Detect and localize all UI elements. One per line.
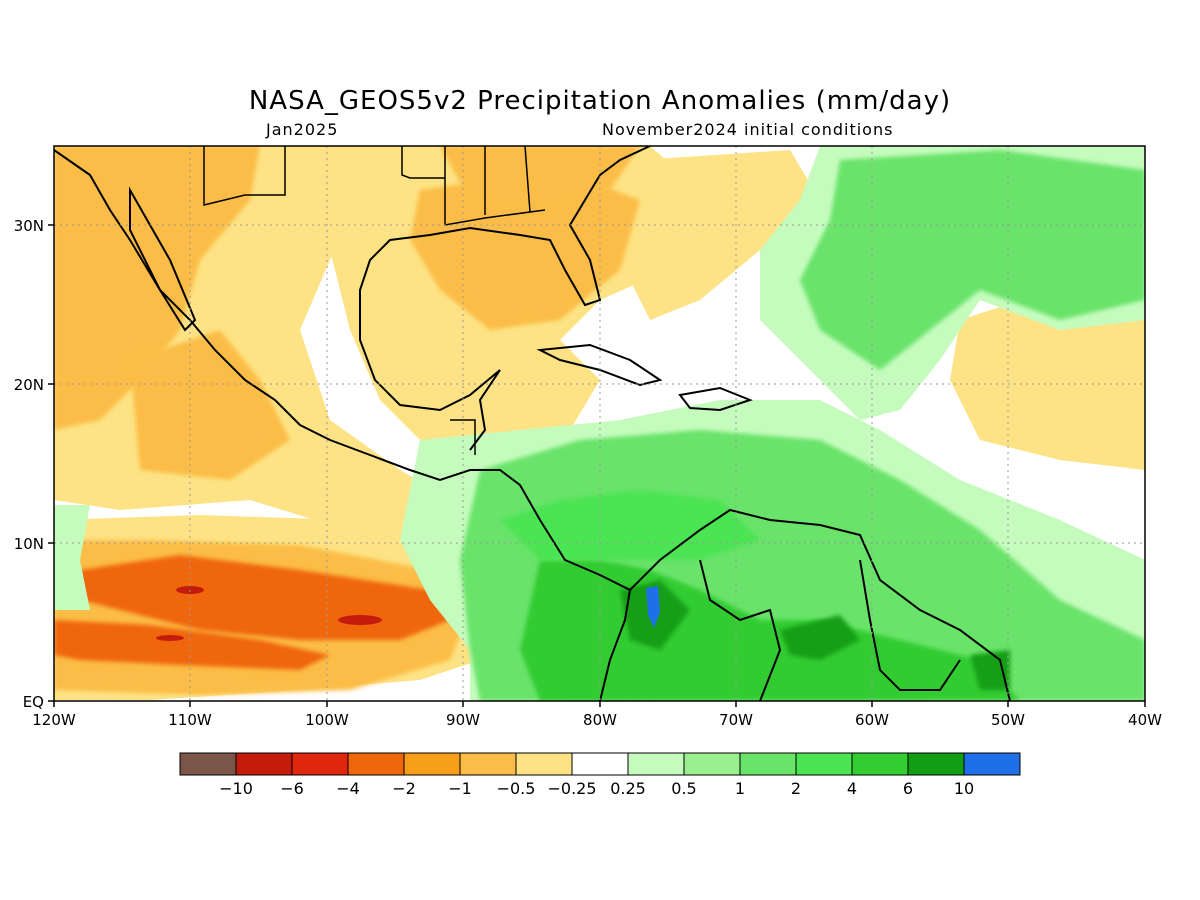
valid-month-label: Jan2025 (266, 120, 339, 139)
wet-medium-atlantic (800, 150, 1145, 370)
dry-medium-gulf (410, 170, 640, 330)
colorbar-swatch (571, 752, 629, 776)
borders (203, 146, 546, 455)
lat-tick-label: 30N (14, 217, 44, 235)
lon-tick-label: 100W (305, 711, 349, 729)
lat-tick-label: EQ (23, 693, 44, 711)
dry-region-atlantic-north (620, 150, 820, 320)
colorbar-swatch (291, 752, 349, 776)
colorbar: −10 −6 −4 −2 −1 −0.5 −0.25 0.25 0.5 1 2 4 6 10 (179, 752, 1021, 798)
colorbar-label: −10 (219, 779, 253, 798)
colorbar-label: 4 (847, 779, 857, 798)
lon-tick-label: 90W (446, 711, 480, 729)
colorbar-label: 10 (954, 779, 974, 798)
wet-max-blue (646, 586, 660, 628)
anomaly-field (54, 146, 1145, 701)
colorbar-swatch (739, 752, 797, 776)
lat-tick-label: 20N (14, 376, 44, 394)
colorbar-label: −4 (336, 779, 360, 798)
colorbar-label: −0.25 (547, 779, 596, 798)
colorbar-label: −6 (280, 779, 304, 798)
colorbar-swatch (459, 752, 517, 776)
lon-tick-labels: 120W 110W 100W 90W 80W 70W 60W 50W 40W (32, 711, 1162, 729)
colorbar-label: 0.5 (671, 779, 696, 798)
lon-tick-label: 70W (719, 711, 753, 729)
colorbar-swatch (179, 752, 237, 776)
colorbar-label: −1 (448, 779, 472, 798)
colorbar-swatch (515, 752, 573, 776)
colorbar-swatch (627, 752, 685, 776)
tick-marks (48, 224, 1146, 707)
colorbar-label: 0.25 (610, 779, 646, 798)
dry-max-2 (338, 615, 382, 625)
lon-tick-label: 50W (991, 711, 1025, 729)
page-title: NASA_GEOS5v2 Precipitation Anomalies (mm… (248, 86, 952, 116)
colorbar-label: 2 (791, 779, 801, 798)
colorbar-swatch (963, 752, 1021, 776)
colorbar-label: 6 (903, 779, 913, 798)
colorbar-swatch (851, 752, 909, 776)
lon-tick-label: 120W (32, 711, 76, 729)
colorbar-swatch (403, 752, 461, 776)
colorbar-swatch (795, 752, 853, 776)
initial-conditions-label: November2024 initial conditions (602, 120, 894, 139)
dry-medium-us-east (440, 146, 640, 210)
wet-extreme-2 (780, 615, 860, 660)
gridlines (54, 146, 1145, 701)
wet-light-pacific-west (54, 505, 90, 610)
lon-tick-label: 60W (855, 711, 889, 729)
dry-strong-itcz-lower (54, 620, 330, 670)
colorbar-label: −2 (392, 779, 416, 798)
lat-tick-label: 10N (14, 535, 44, 553)
dry-max-3 (156, 635, 184, 641)
colorbar-swatch (347, 752, 405, 776)
colorbar-label: −0.5 (497, 779, 536, 798)
lon-tick-label: 110W (168, 711, 212, 729)
dry-medium-pacific-coast (130, 330, 290, 480)
dry-medium-northwest (54, 146, 260, 430)
lon-tick-label: 80W (583, 711, 617, 729)
colorbar-swatch (235, 752, 293, 776)
colorbar-swatch (683, 752, 741, 776)
colorbar-label: 1 (735, 779, 745, 798)
lon-tick-label: 40W (1128, 711, 1162, 729)
lat-tick-labels: EQ 10N 20N 30N (14, 217, 44, 711)
colorbar-swatch (907, 752, 965, 776)
